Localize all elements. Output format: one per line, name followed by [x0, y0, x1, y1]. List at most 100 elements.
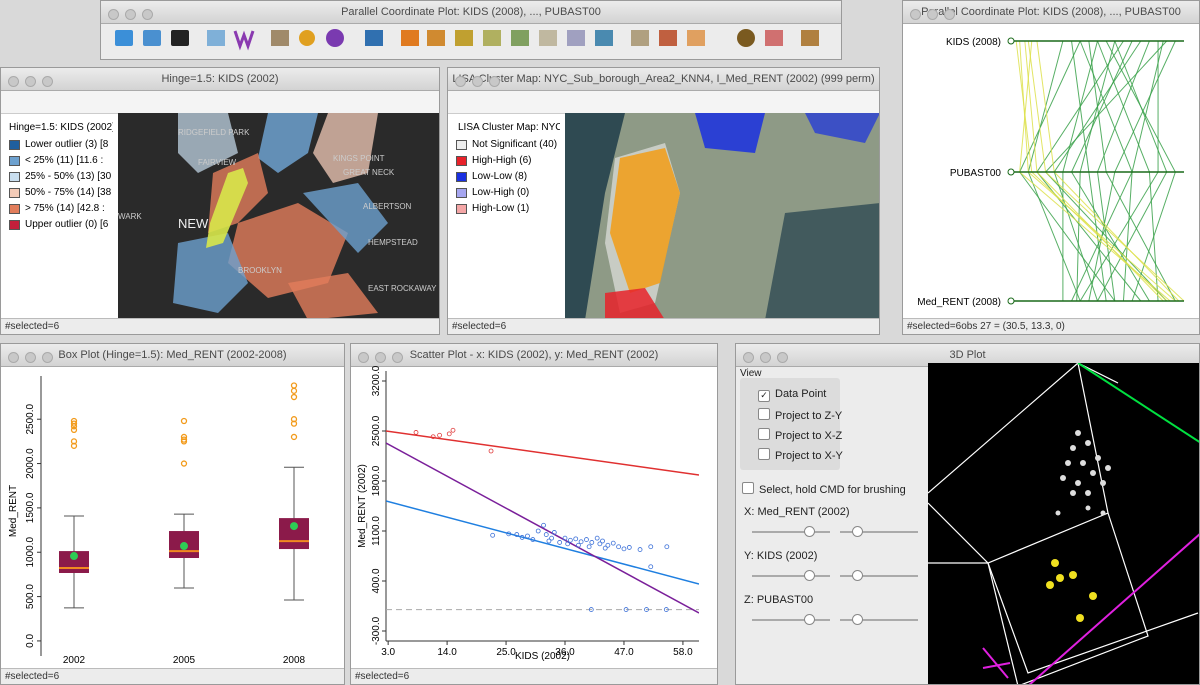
point: [430, 434, 436, 440]
menu[interactable]: View: [740, 368, 762, 379]
fit-line: [386, 430, 699, 476]
window-title: Scatter Plot - x: KIDS (2002), y: Med_RE…: [409, 349, 659, 361]
option-label: Project to X-Y: [775, 450, 843, 462]
axis-label: X: Med_RENT (2002): [744, 506, 850, 518]
point: [644, 607, 649, 612]
slider-knob[interactable]: [804, 570, 815, 581]
title-bar: Box Plot (Hinge=1.5): Med_RENT (2002-200…: [1, 344, 344, 367]
checkbox[interactable]: [758, 448, 770, 460]
point: [450, 427, 456, 433]
point: [535, 528, 541, 534]
view-option[interactable]: Project to X-Z: [758, 428, 842, 442]
map[interactable]: RIDGEFIELD PARK FAIRVIEW KINGS POINT GRE…: [118, 113, 440, 320]
x-axis-label: KIDS (2002): [515, 651, 570, 662]
point: [543, 532, 549, 537]
legend-item: 50% - 75% (14) [38: [1, 185, 113, 201]
window-title: Hinge=1.5: KIDS (2002): [161, 73, 279, 85]
point: [588, 607, 594, 612]
axis-handle: [1007, 168, 1015, 176]
box-plot-window: Box Plot (Hinge=1.5): Med_RENT (2002-200…: [0, 343, 345, 685]
place-label: HEMPSTEAD: [368, 238, 418, 247]
checkbox[interactable]: [758, 428, 770, 440]
legend-item: 25% - 50% (13) [30: [1, 169, 113, 185]
y-tick-label: 1500.0: [25, 492, 36, 523]
pcp-line: [1015, 40, 1168, 302]
legend: Hinge=1.5: KIDS (2002) Lower outlier (3) …: [1, 114, 113, 318]
mean: [70, 552, 78, 561]
outlier: [290, 420, 298, 427]
point: [648, 564, 654, 570]
point: [437, 432, 442, 438]
outlier: [70, 423, 78, 430]
slider-knob[interactable]: [852, 614, 863, 625]
outlier: [70, 420, 78, 427]
outlier: [290, 382, 298, 389]
plot3d-canvas[interactable]: [928, 363, 1200, 685]
outlier: [290, 433, 298, 441]
legend-swatch: [9, 156, 20, 166]
outlier: [290, 393, 298, 401]
x-tick-label: 47.0: [614, 647, 634, 658]
place-label: FAIRVIEW: [198, 158, 237, 167]
option-label: Select, hold CMD for brushing: [759, 484, 906, 496]
slider-knob[interactable]: [852, 570, 863, 581]
place-label: EAST ROCKAWAY: [368, 284, 437, 293]
checkbox[interactable]: [758, 408, 770, 420]
map[interactable]: [565, 113, 880, 320]
point: [519, 535, 525, 540]
title-bar: Scatter Plot - x: KIDS (2002), y: Med_RE…: [351, 344, 717, 367]
point: [514, 532, 520, 537]
point: [637, 547, 643, 552]
legend-item: Upper outlier (0) [6: [1, 217, 113, 233]
window-title: Parallel Coordinate Plot: KIDS (2008), .…: [341, 6, 601, 18]
view-option[interactable]: Project to Z-Y: [758, 408, 842, 422]
axis-handle: [1007, 37, 1015, 45]
checkbox[interactable]: ✓: [758, 390, 770, 402]
point: [576, 542, 581, 548]
view-option[interactable]: ✓ Data Point: [758, 388, 826, 402]
map-toolbar[interactable]: [1, 91, 439, 114]
window-title: Box Plot (Hinge=1.5): Med_RENT (2002-200…: [58, 349, 287, 361]
slider-knob[interactable]: [804, 614, 815, 625]
legend-item: Low-High (0): [448, 185, 560, 201]
icons[interactable]: [115, 29, 819, 51]
axis-label: Med_RENT (2008): [917, 297, 1001, 308]
window-title: LISA Cluster Map: NYC_Sub_borough_Area2_…: [452, 73, 875, 85]
point: [610, 540, 616, 546]
x-tick-label: 14.0: [437, 647, 457, 658]
slider-knob[interactable]: [804, 526, 815, 537]
map-toolbar[interactable]: [448, 91, 879, 114]
box-plot[interactable]: 0.0 500.0 1000.0 1500.0 2000.0 2500.0 Med_RENT…: [1, 366, 344, 669]
legend-label: High-High (6): [472, 155, 532, 166]
view-option[interactable]: Project to X-Y: [758, 448, 843, 462]
point: [626, 545, 632, 550]
pcp-plot[interactable]: KIDS (2008) PUBAST00 Med_RENT (2008): [903, 23, 1199, 319]
slider-knob[interactable]: [852, 526, 863, 537]
lisa-map-window: LISA Cluster Map: NYC_Sub_borough_Area2_…: [447, 67, 880, 335]
y-tick-label: 0.0: [25, 634, 36, 648]
checkbox[interactable]: [742, 482, 754, 494]
legend-item: > 75% (14) [42.8 :: [1, 201, 113, 217]
point: [530, 537, 536, 542]
legend-item: < 25% (11) [11.6 :: [1, 153, 113, 169]
place-label: GREAT NECK: [343, 168, 395, 177]
point: [573, 536, 579, 542]
point: [557, 540, 563, 545]
title-bar: Hinge=1.5: KIDS (2002): [1, 68, 439, 91]
point: [565, 541, 571, 547]
place-label: RIDGEFIELD PARK: [178, 128, 250, 137]
x-tick-label: 2005: [173, 655, 196, 666]
legend-swatch: [456, 172, 467, 182]
status-bar: #selected=6: [1, 668, 344, 684]
x-tick-label: 2008: [283, 655, 306, 666]
point: [541, 522, 546, 528]
place-label: NEW: [178, 216, 209, 231]
legend-swatch: [456, 188, 467, 198]
select-option[interactable]: Select, hold CMD for brushing: [742, 482, 906, 496]
scatter-plot[interactable]: -300.0 400.0 1100.0 1800.0 2500.0 3200.0 3.0 14…: [351, 366, 717, 669]
slider-track: [752, 575, 830, 577]
point: [578, 539, 584, 545]
x-tick-label: 58.0: [673, 647, 693, 658]
x-tick-label: 2002: [63, 655, 86, 666]
window-title: Parallel Coordinate Plot: KIDS (2008), .…: [921, 6, 1181, 18]
